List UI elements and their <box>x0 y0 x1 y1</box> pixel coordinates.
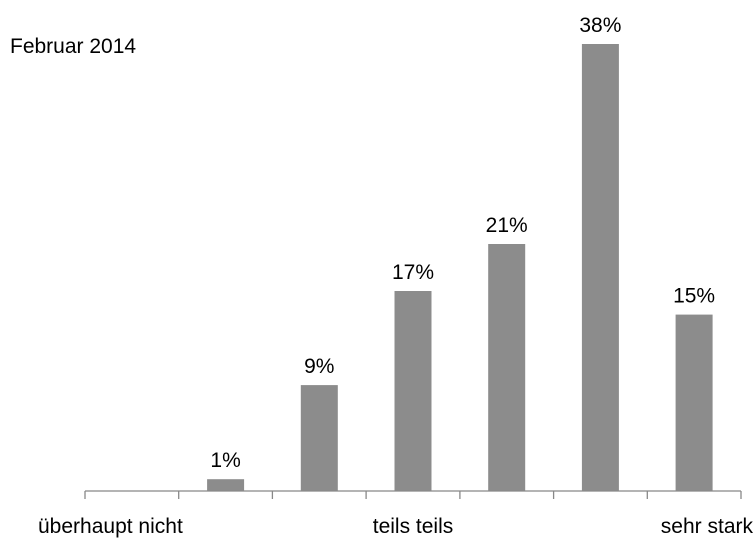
data-label-1: 1% <box>210 449 240 472</box>
bar-3 <box>394 291 432 491</box>
bars-group <box>207 44 713 491</box>
bar-1 <box>207 479 245 491</box>
data-label-6: 15% <box>673 285 715 308</box>
x-axis-label-1: teils teils <box>373 515 454 538</box>
x-axis-label-0: überhaupt nicht <box>38 515 183 538</box>
chart-annotation: Februar 2014 <box>10 35 136 58</box>
bar-6 <box>675 314 713 491</box>
bar-4 <box>488 244 526 491</box>
bar-5 <box>581 44 619 491</box>
data-label-3: 17% <box>392 261 434 284</box>
bar-2 <box>300 385 338 491</box>
data-label-4: 21% <box>486 214 528 237</box>
x-axis: überhaupt nicht teils teils sehr stark <box>38 490 754 538</box>
data-label-2: 9% <box>304 355 334 378</box>
x-axis-label-2: sehr stark <box>661 515 754 538</box>
data-labels-group: 1% 9% 17% 21% 38% 15% <box>210 14 715 472</box>
data-label-5: 38% <box>579 14 621 37</box>
